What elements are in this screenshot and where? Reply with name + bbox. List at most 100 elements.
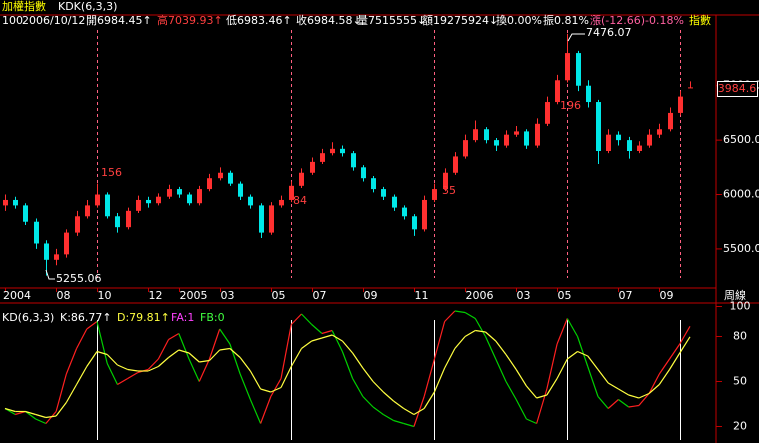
candle-body [596,102,601,151]
annotation-connector [45,269,55,280]
candle-body [402,207,407,217]
x-tick-label: 08 [57,289,71,302]
annotation: 84 [293,194,307,207]
d-line-segment [147,365,159,372]
k-line-segment [45,411,57,424]
k-line-segment [249,399,262,424]
k-line-segment [341,351,354,379]
k-line-segment [208,328,221,360]
k-line-segment [669,343,681,360]
candle-body [392,196,397,208]
k-line-segment [607,399,619,409]
k-line-segment [556,318,568,345]
d-line-segment [546,378,558,396]
d-line-segment [577,350,589,357]
k-line-segment [423,358,435,397]
d-line-segment [96,350,108,356]
k-line-segment [638,393,650,406]
k-line-segment [270,378,282,397]
candle-body [228,172,233,184]
d-line-segment [607,382,619,390]
d-line-segment [536,394,548,399]
quote-item: 漲(-12.66)-0.18% [590,14,684,27]
candle-body [85,205,90,217]
kd-tick-label: 20 [733,420,747,433]
x-tick-label: 09 [660,289,674,302]
k-line-segment [648,373,660,394]
k-line-segment [168,332,180,341]
d-line-segment [301,340,313,349]
candle-body [146,199,151,204]
candle-body [156,196,161,204]
period-label: 周線 [724,288,746,302]
d-legend: D:79.81↑ [117,311,170,324]
d-line-segment [106,354,118,366]
candle-body [473,129,478,141]
candle-body [23,205,28,222]
candle-body [34,221,39,244]
k-line-segment [505,381,517,400]
d-line-segment [25,410,36,416]
candle-body [177,189,182,195]
candle-body [565,53,570,81]
d-line-segment [168,349,180,358]
d-line-segment [341,340,354,354]
d-line-segment [199,359,210,363]
d-line-segment [485,331,497,342]
indicator-name: KDK(6,3,3) [58,0,117,13]
y-tick-label: 6000.0 [723,188,759,201]
k-line-segment [219,328,231,345]
k-line-segment [178,333,190,360]
y-tick-label: 5500.0 [723,242,759,255]
k-legend: K:86.77↑ [60,311,112,324]
k-line-segment [536,388,548,424]
candle-body [207,178,212,190]
k-line-segment [290,313,302,325]
d-line-segment [229,348,241,358]
k-line-segment [229,343,241,375]
candle-body [248,196,253,206]
d-line-segment [249,370,262,390]
d-line-segment [505,354,517,370]
kd-title: KD(6,3,3) [2,311,54,324]
x-tick-label: 03 [517,289,531,302]
d-line-segment [86,351,98,367]
kd-tick-label: 80 [733,330,747,343]
k-line-segment [679,326,691,345]
d-line-segment [352,352,364,369]
k-line-segment [587,366,599,397]
candle-body [586,85,591,103]
d-line-segment [321,334,333,339]
chart-title: 加權指數 [2,0,46,13]
x-tick-label: 03 [221,289,235,302]
candle-body [524,131,529,146]
k-line-segment [454,310,466,314]
k-line-segment [382,413,394,422]
quote-item: 換0.00% [496,14,542,27]
k-line-segment [484,336,497,360]
k-line-segment [55,373,67,412]
k-line-segment [280,324,292,379]
d-line-segment [127,368,138,372]
candle-body [514,131,519,135]
k-line-segment [597,396,609,409]
d-line-segment [65,384,78,403]
candle-body [463,140,468,157]
d-line-segment [628,394,640,399]
k-line-segment [76,328,88,349]
d-line-segment [382,391,394,402]
k-line-segment [566,318,579,337]
k-line-segment [96,321,108,364]
candle-body [167,189,172,197]
k-line-segment [474,318,487,337]
candle-body [668,112,673,130]
d-line-segment [444,348,456,369]
candle-body [627,140,632,151]
candle-body [504,134,509,146]
x-tick-label: 09 [364,289,378,302]
k-line-segment [495,358,507,382]
last-price-box [717,81,758,97]
k-line-segment [393,419,404,425]
candle-body [494,140,499,146]
x-tick-label: 10 [98,289,112,302]
